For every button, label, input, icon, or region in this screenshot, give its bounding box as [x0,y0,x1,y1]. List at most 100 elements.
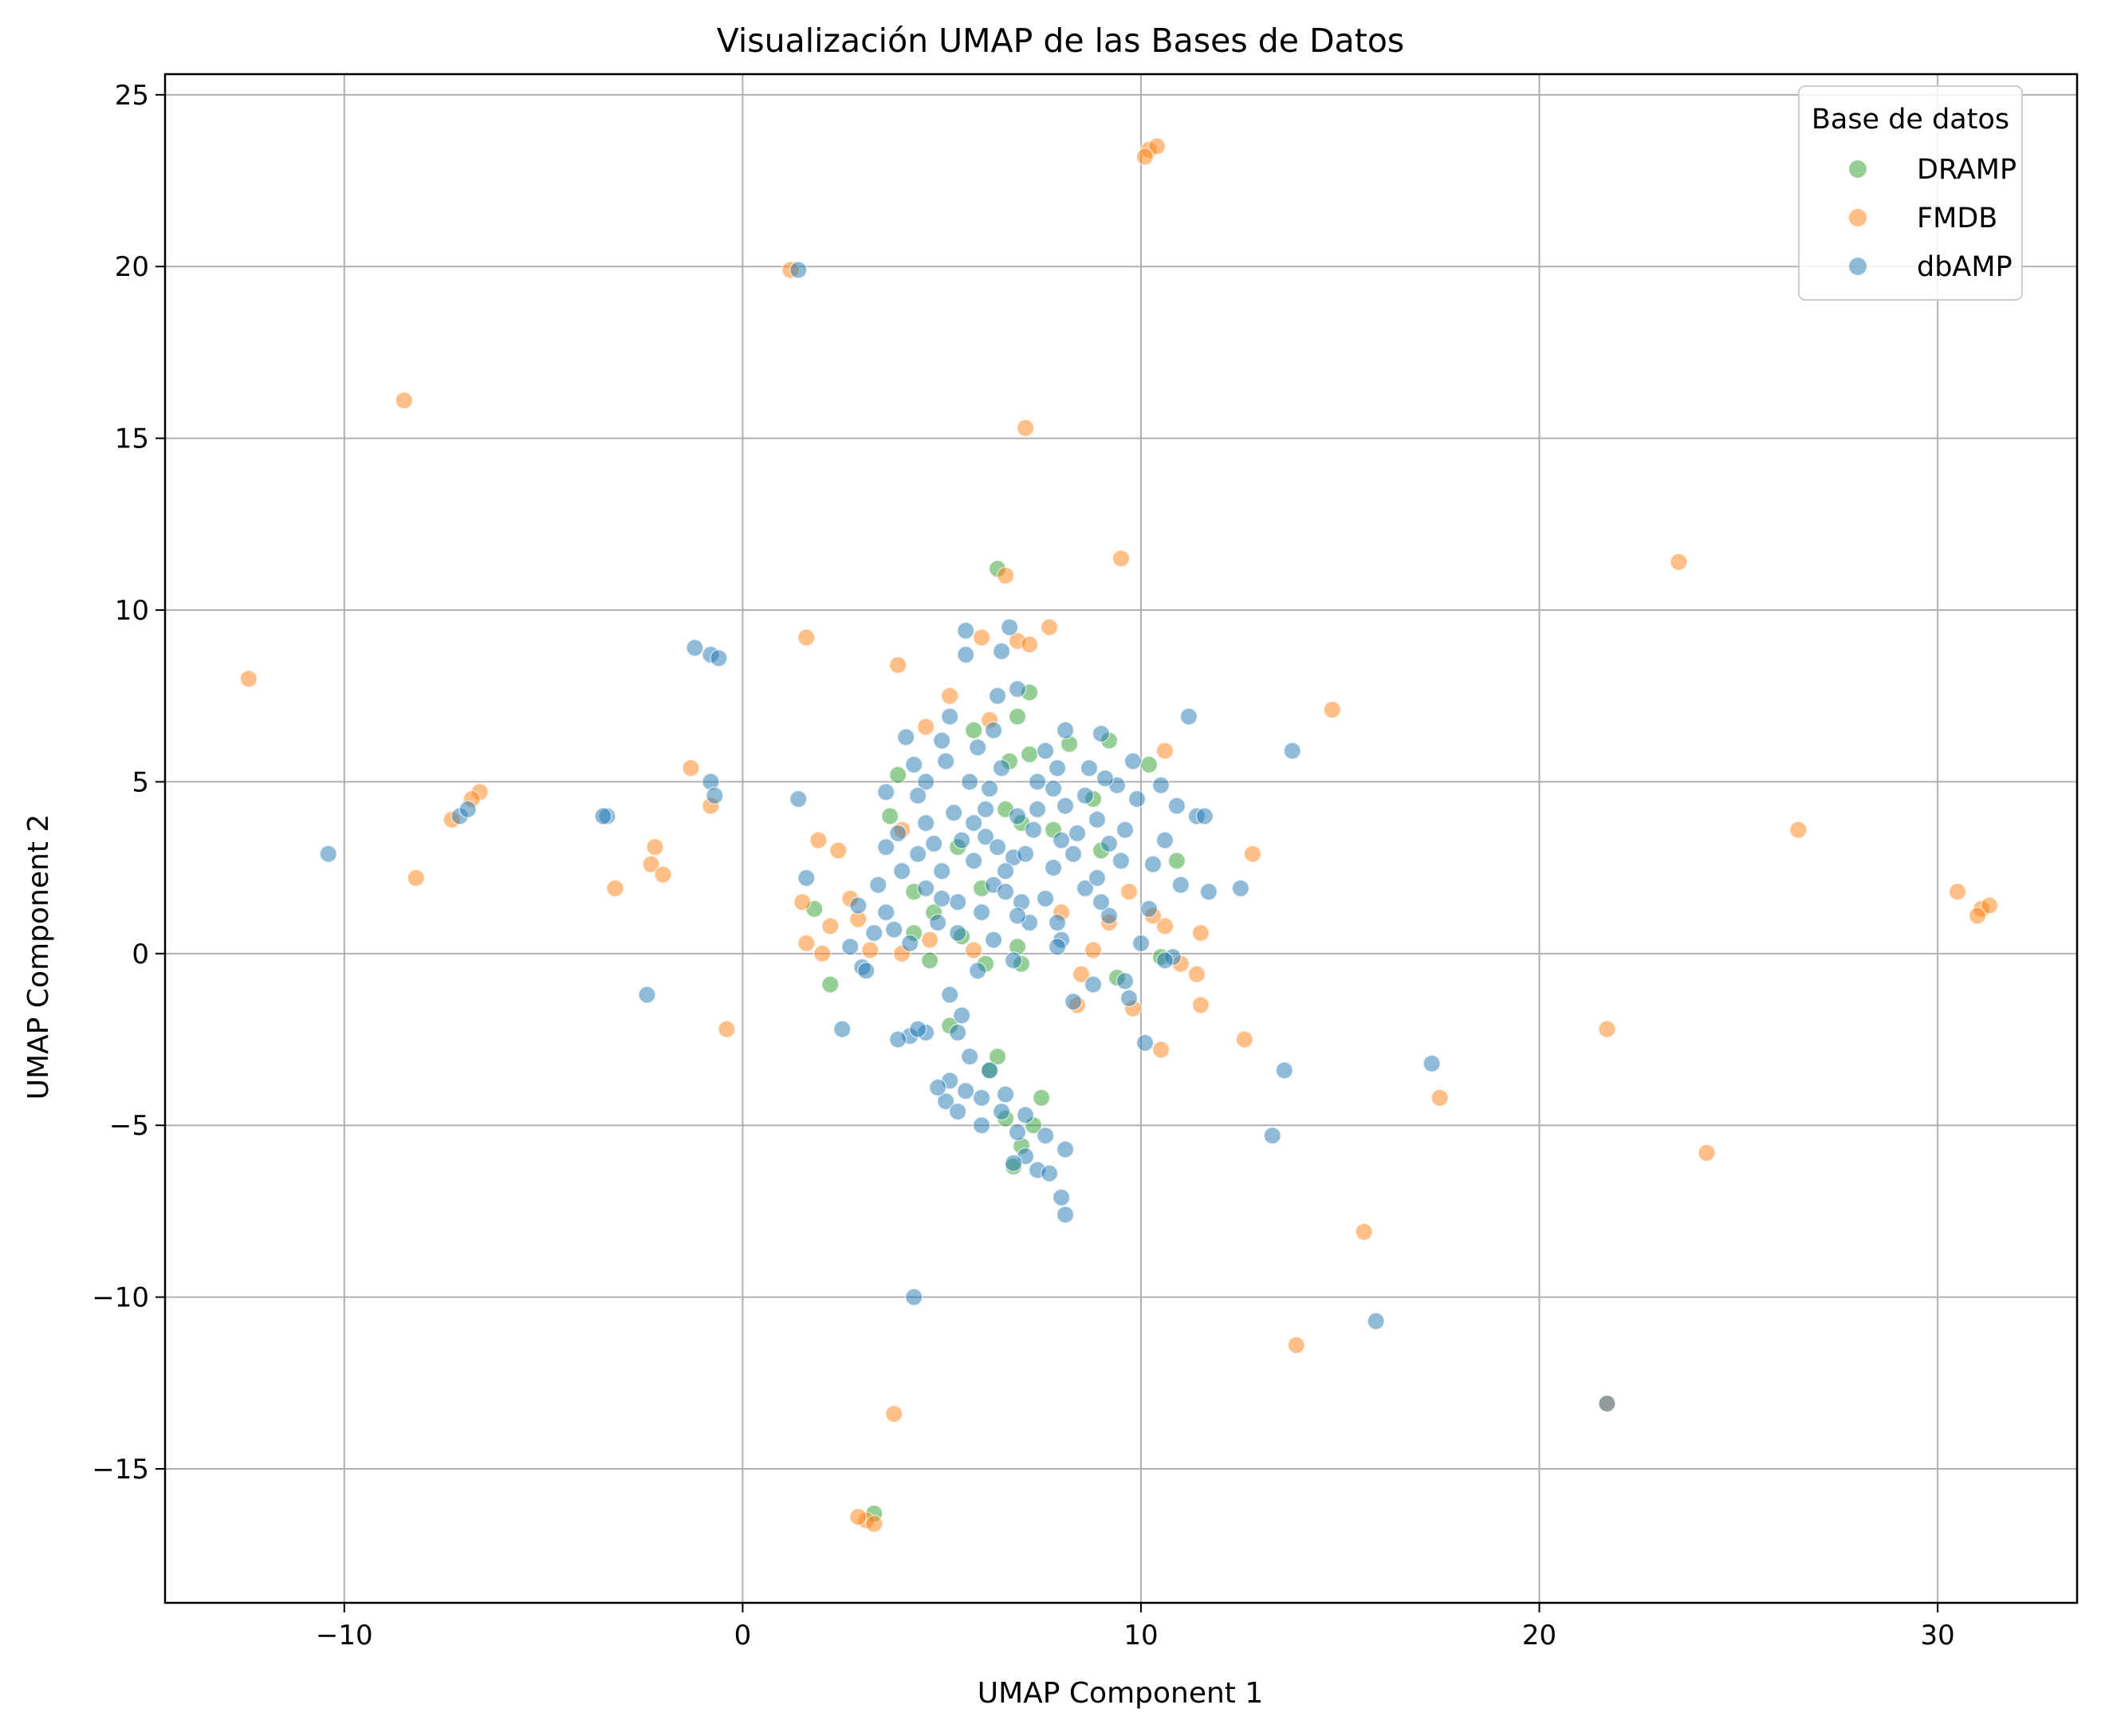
point-fmdb [1135,148,1155,166]
point-fmdb [809,831,828,849]
y-axis-label: UMAP Component 2 [22,814,55,1100]
point-fmdb [1789,821,1808,839]
point-dbamp [706,786,724,805]
point-fmdb [829,841,848,860]
point-fmdb [1147,137,1167,155]
point-dbamp [1076,879,1095,898]
point-fmdb [1191,996,1210,1014]
point-fmdb [865,1514,883,1533]
point-dbamp [992,642,1011,660]
point-fmdb [1598,1020,1616,1038]
point-dbamp [904,755,923,774]
point-dbamp [992,1102,1011,1121]
legend-box [1798,85,2023,301]
point-dbamp [865,923,883,943]
point-dbamp [932,862,951,880]
point-dbamp [1167,797,1186,815]
point-fmdb [1968,907,1987,925]
point-dbamp [1598,1394,1616,1413]
point-dbamp [984,931,1003,949]
point-fmdb [849,1508,868,1526]
point-dbamp [1044,858,1063,877]
point-dbamp [908,844,927,864]
point-dbamp [1024,821,1043,839]
point-fmdb [884,1404,903,1423]
point-dbamp [1048,758,1067,777]
point-dbamp [972,1088,991,1107]
y-tick-label: −5 [109,1110,149,1142]
legend-label-fmdb: FMDB [1917,203,1997,234]
point-dbamp [1016,844,1035,864]
point-dbamp [1123,752,1143,770]
point-fmdb [642,855,660,874]
point-dbamp [996,1085,1015,1104]
point-fmdb [407,868,425,888]
point-dbamp [960,773,979,791]
point-dramp [920,951,939,970]
point-dramp [964,721,983,740]
point-fmdb [1430,1088,1449,1107]
point-dbamp [876,838,895,856]
point-fmdb [972,628,991,647]
point-dbamp [1044,779,1063,798]
point-dbamp [1004,1154,1023,1172]
point-dbamp [638,986,656,1004]
point-dbamp [458,800,477,819]
point-dbamp [1008,1123,1027,1142]
point-dbamp [964,813,983,833]
point-dbamp [1115,972,1135,990]
point-dbamp [916,773,935,791]
point-fmdb [797,628,816,647]
y-tick-label: 25 [115,80,149,112]
point-dbamp [594,807,612,825]
point-fmdb [1980,896,1999,915]
point-dbamp [1151,776,1171,794]
point-fmdb [793,892,812,911]
point-fmdb [1072,965,1091,983]
point-fmdb [1243,844,1262,864]
point-fmdb [1040,618,1059,636]
point-dramp [880,807,899,825]
point-dbamp [1119,989,1139,1008]
point-fmdb [1698,1144,1716,1162]
point-fmdb [996,566,1015,585]
y-tick-label: −15 [92,1454,149,1486]
point-dbamp [1096,769,1115,788]
point-fmdb [1151,1041,1171,1059]
point-dbamp [976,828,995,846]
plot-frame [163,73,2079,1604]
y-tick-label: 10 [115,595,149,627]
point-dbamp [1008,907,1027,925]
point-dbamp [857,962,875,980]
point-dbamp [1367,1312,1385,1331]
point-fmdb [1187,965,1206,983]
point-dbamp [948,892,967,911]
point-dbamp [884,920,903,939]
y-tick-label: 0 [132,939,149,970]
point-dramp [1167,852,1186,870]
point-dbamp [1143,855,1163,874]
legend-marker-fmdb [1849,209,1867,226]
y-tick-label: −10 [92,1282,149,1314]
point-dbamp [916,813,935,833]
point-dbamp [1231,879,1250,898]
point-fmdb [1191,923,1210,943]
point-dbamp [980,1061,999,1080]
point-dbamp [1036,889,1055,908]
point-dbamp [948,923,967,943]
point-dbamp [956,1081,975,1100]
point-dbamp [1080,758,1099,777]
point-dbamp [319,844,338,864]
point-dbamp [944,803,963,822]
point-dbamp [876,903,895,922]
point-dbamp [996,862,1015,880]
data-points [239,137,1999,1533]
point-dbamp [1028,773,1047,791]
legend-title: Base de datos [1812,104,2009,136]
point-dbamp [1068,824,1087,843]
point-dramp [1032,1088,1051,1107]
x-axis-label: UMAP Component 1 [978,1677,1264,1710]
point-dbamp [1155,831,1174,849]
point-dbamp [936,1092,955,1111]
